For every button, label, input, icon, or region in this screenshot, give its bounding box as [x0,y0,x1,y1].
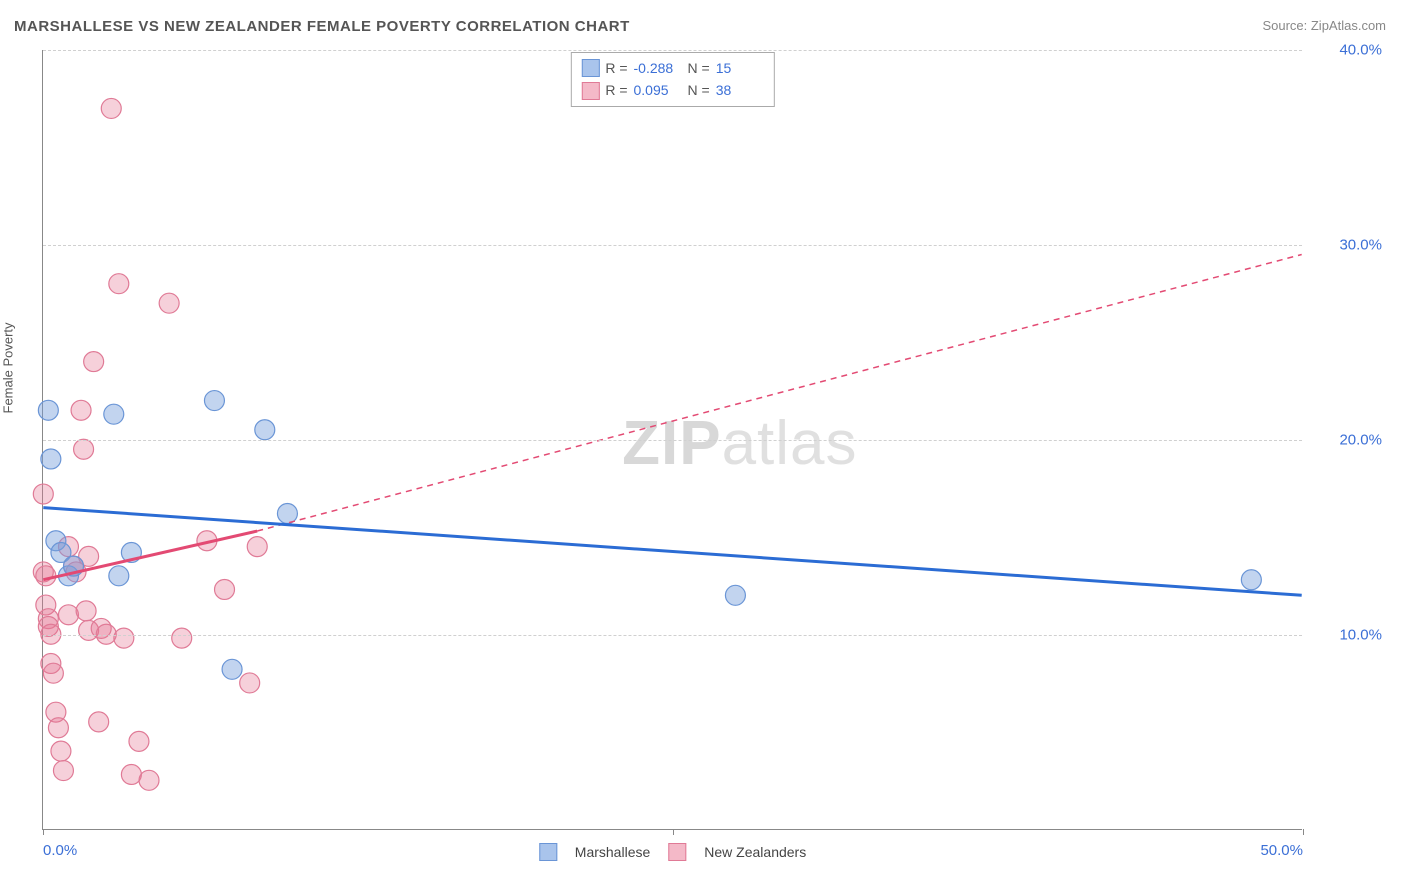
grid-line [43,635,1302,636]
marker-marshallese [204,391,224,411]
correlation-chart: MARSHALLESE VS NEW ZEALANDER FEMALE POVE… [0,0,1406,892]
x-tick-label: 50.0% [1260,842,1303,859]
y-tick-label: 20.0% [1312,432,1382,449]
y-tick-label: 40.0% [1312,42,1382,59]
marker-newzealanders [240,673,260,693]
marker-newzealanders [129,731,149,751]
n-value-newzealanders: 38 [716,79,764,101]
regression-newzealanders-dash [257,254,1301,531]
marker-newzealanders [58,605,78,625]
marker-marshallese [1241,570,1261,590]
marker-newzealanders [101,98,121,118]
x-tick [1303,829,1304,835]
marker-newzealanders [247,537,267,557]
marker-newzealanders [33,484,53,504]
legend-swatch-marshallese-icon [539,843,557,861]
marker-marshallese [109,566,129,586]
stat-row-marshallese: R = -0.288 N = 15 [581,57,763,79]
swatch-newzealanders-icon [581,82,599,100]
chart-title: MARSHALLESE VS NEW ZEALANDER FEMALE POVE… [14,18,630,35]
marker-newzealanders [53,761,73,781]
marker-newzealanders [121,764,141,784]
marker-marshallese [104,404,124,424]
marker-marshallese [222,659,242,679]
grid-line [43,245,1302,246]
y-tick-label: 10.0% [1312,627,1382,644]
n-label-2: N = [688,79,710,101]
plot-area: ZIPatlas R = -0.288 N = 15 R = 0.095 N =… [42,50,1302,830]
n-label: N = [688,57,710,79]
legend-label-newzealanders: New Zealanders [704,844,806,860]
marker-newzealanders [76,601,96,621]
marker-newzealanders [114,628,134,648]
x-tick-label: 0.0% [43,842,77,859]
marker-newzealanders [159,293,179,313]
stat-row-newzealanders: R = 0.095 N = 38 [581,79,763,101]
marker-newzealanders [172,628,192,648]
marker-marshallese [41,449,61,469]
n-value-marshallese: 15 [716,57,764,79]
marker-newzealanders [84,352,104,372]
marker-newzealanders [89,712,109,732]
marker-newzealanders [139,770,159,790]
marker-marshallese [725,585,745,605]
marker-newzealanders [36,566,56,586]
r-label: R = [605,57,627,79]
marker-newzealanders [71,400,91,420]
marker-newzealanders [215,579,235,599]
series-legend: Marshallese New Zealanders [539,843,806,861]
swatch-marshallese-icon [581,59,599,77]
grid-line [43,50,1302,51]
y-tick-label: 30.0% [1312,237,1382,254]
r-value-marshallese: -0.288 [634,57,682,79]
r-value-newzealanders: 0.095 [634,79,682,101]
legend-swatch-newzealanders-icon [668,843,686,861]
legend-label-marshallese: Marshallese [575,844,650,860]
marker-marshallese [255,420,275,440]
x-tick [43,829,44,835]
marker-newzealanders [51,741,71,761]
regression-newzealanders-solid [43,531,257,580]
marker-newzealanders [109,274,129,294]
source-attribution: Source: ZipAtlas.com [1262,18,1386,33]
x-tick [673,829,674,835]
y-axis-label: Female Poverty [1,322,16,413]
grid-line [43,440,1302,441]
r-label-2: R = [605,79,627,101]
marker-newzealanders [43,663,63,683]
stat-legend-box: R = -0.288 N = 15 R = 0.095 N = 38 [570,52,774,107]
marker-newzealanders [74,439,94,459]
marker-newzealanders [48,718,68,738]
marker-marshallese [38,400,58,420]
